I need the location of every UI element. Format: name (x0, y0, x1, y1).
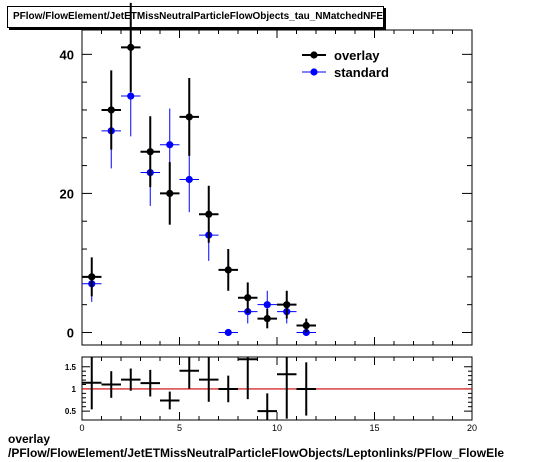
x-tick-label: 15 (369, 423, 379, 433)
ratio-axis-ticks: 0 5 10 15 20 0.5 1 1.5 (65, 357, 477, 433)
x-tick-label: 5 (177, 423, 182, 433)
data-point (302, 321, 310, 330)
data-point (146, 148, 154, 156)
ratio-y-tick-label: 1 (72, 385, 77, 394)
plot-title: PFlow/FlowElement/JetETMissNeutralPartic… (13, 11, 384, 22)
main-data-marks (82, 2, 316, 337)
x-tick-label: 10 (272, 423, 282, 433)
data-point (88, 273, 96, 281)
data-point (127, 43, 135, 51)
data-point (263, 314, 271, 323)
legend-marker (310, 68, 318, 76)
data-point (166, 141, 174, 149)
x-tick-label: 20 (467, 423, 477, 433)
legend-label: overlay (334, 48, 380, 63)
data-point (244, 294, 252, 302)
main-frame-border (81, 29, 473, 346)
data-point (107, 106, 115, 114)
ratio-data-marks (82, 357, 472, 420)
data-point (166, 189, 174, 198)
data-point (205, 210, 213, 218)
title-box: PFlow/FlowElement/JetETMissNeutralPartic… (7, 6, 384, 28)
data-point (185, 175, 193, 184)
data-point (283, 301, 291, 309)
data-point (127, 92, 135, 100)
data-point (224, 328, 232, 337)
data-point (185, 113, 193, 121)
y-tick-label: 0 (67, 325, 74, 340)
legend: overlay standard (302, 48, 389, 80)
footer-label-line2: /PFlow/FlowElement/JetETMissNeutralParti… (8, 446, 505, 460)
ratio-y-tick-label: 0.5 (65, 407, 77, 416)
main-axis-ticks: 0 20 40 (60, 30, 473, 345)
data-point (224, 266, 232, 274)
legend-label: standard (334, 65, 389, 80)
data-point (263, 301, 271, 309)
y-tick-label: 40 (60, 47, 74, 62)
main-plot-frame (81, 29, 473, 346)
x-tick-label: 0 (79, 423, 84, 433)
y-tick-label: 20 (60, 186, 74, 201)
ratio-y-tick-label: 1.5 (65, 363, 77, 372)
footer-label-line1: overlay (8, 432, 51, 446)
legend-marker (310, 51, 318, 59)
